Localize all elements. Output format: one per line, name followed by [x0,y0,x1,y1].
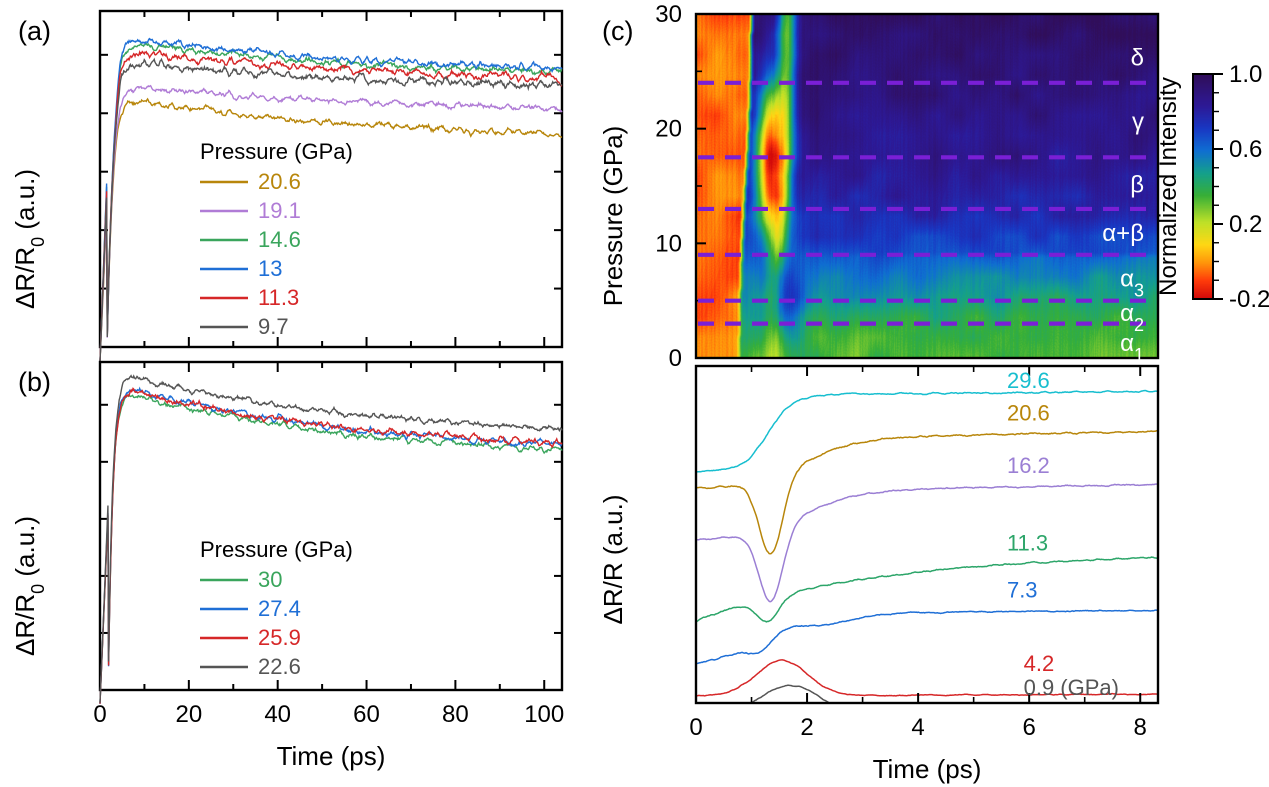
svg-text:22.6: 22.6 [258,654,301,679]
svg-text:(b): (b) [18,367,51,397]
svg-text:0: 0 [93,701,106,728]
svg-text:30: 30 [258,567,282,592]
svg-text:10: 10 [655,230,682,257]
svg-text:16.2: 16.2 [1007,453,1050,478]
svg-text:Pressure (GPa): Pressure (GPa) [200,537,353,562]
svg-text:γ: γ [1132,109,1144,136]
svg-text:0.2: 0.2 [1229,211,1262,238]
svg-text:α1: α1 [1120,330,1144,365]
svg-text:20.6: 20.6 [1007,400,1050,425]
svg-text:80: 80 [442,701,469,728]
svg-text:20.6: 20.6 [258,169,301,194]
svg-text:100: 100 [524,701,564,728]
svg-text:25.9: 25.9 [258,625,301,650]
svg-text:11.3: 11.3 [1007,530,1048,555]
svg-text:0.6: 0.6 [1229,136,1262,163]
svg-text:β: β [1130,172,1144,199]
svg-text:ΔR/R (a.u.): ΔR/R (a.u.) [598,494,628,624]
svg-text:6: 6 [1022,714,1035,741]
svg-text:4.2: 4.2 [1024,651,1055,676]
svg-text:δ: δ [1131,44,1144,71]
svg-text:1.0: 1.0 [1229,61,1262,88]
svg-text:0.9 (GPa): 0.9 (GPa) [1024,675,1119,700]
svg-text:20: 20 [175,701,202,728]
svg-text:Time (ps): Time (ps) [873,754,982,784]
svg-text:8: 8 [1134,714,1147,741]
svg-text:7.3: 7.3 [1007,578,1038,603]
svg-text:Pressure (GPa): Pressure (GPa) [598,126,628,307]
svg-text:2: 2 [800,714,813,741]
svg-text:ΔR/R0 (a.u.): ΔR/R0 (a.u.) [10,169,48,309]
svg-text:14.6: 14.6 [258,227,301,252]
svg-text:(c): (c) [602,16,633,46]
svg-text:11.3: 11.3 [258,285,299,310]
svg-text:19.1: 19.1 [258,198,301,223]
svg-text:60: 60 [353,701,380,728]
svg-text:40: 40 [264,701,291,728]
svg-text:0: 0 [689,714,702,741]
svg-text:-0.2: -0.2 [1229,286,1269,313]
svg-text:9.7: 9.7 [258,314,289,339]
svg-text:Normalized Intensity: Normalized Intensity [1155,77,1182,296]
svg-text:4: 4 [911,714,924,741]
svg-text:29.6: 29.6 [1007,368,1050,393]
svg-text:30: 30 [655,1,682,28]
svg-text:20: 20 [655,116,682,143]
svg-text:13: 13 [258,256,282,281]
svg-text:α3: α3 [1120,266,1144,301]
svg-text:0: 0 [669,345,682,372]
svg-text:ΔR/R0 (a.u.): ΔR/R0 (a.u.) [10,516,48,656]
svg-text:Pressure (GPa): Pressure (GPa) [200,139,353,164]
svg-text:Time (ps): Time (ps) [277,741,386,771]
svg-text:α+β: α+β [1102,220,1144,247]
svg-text:(a): (a) [18,16,51,46]
svg-text:27.4: 27.4 [258,596,301,621]
